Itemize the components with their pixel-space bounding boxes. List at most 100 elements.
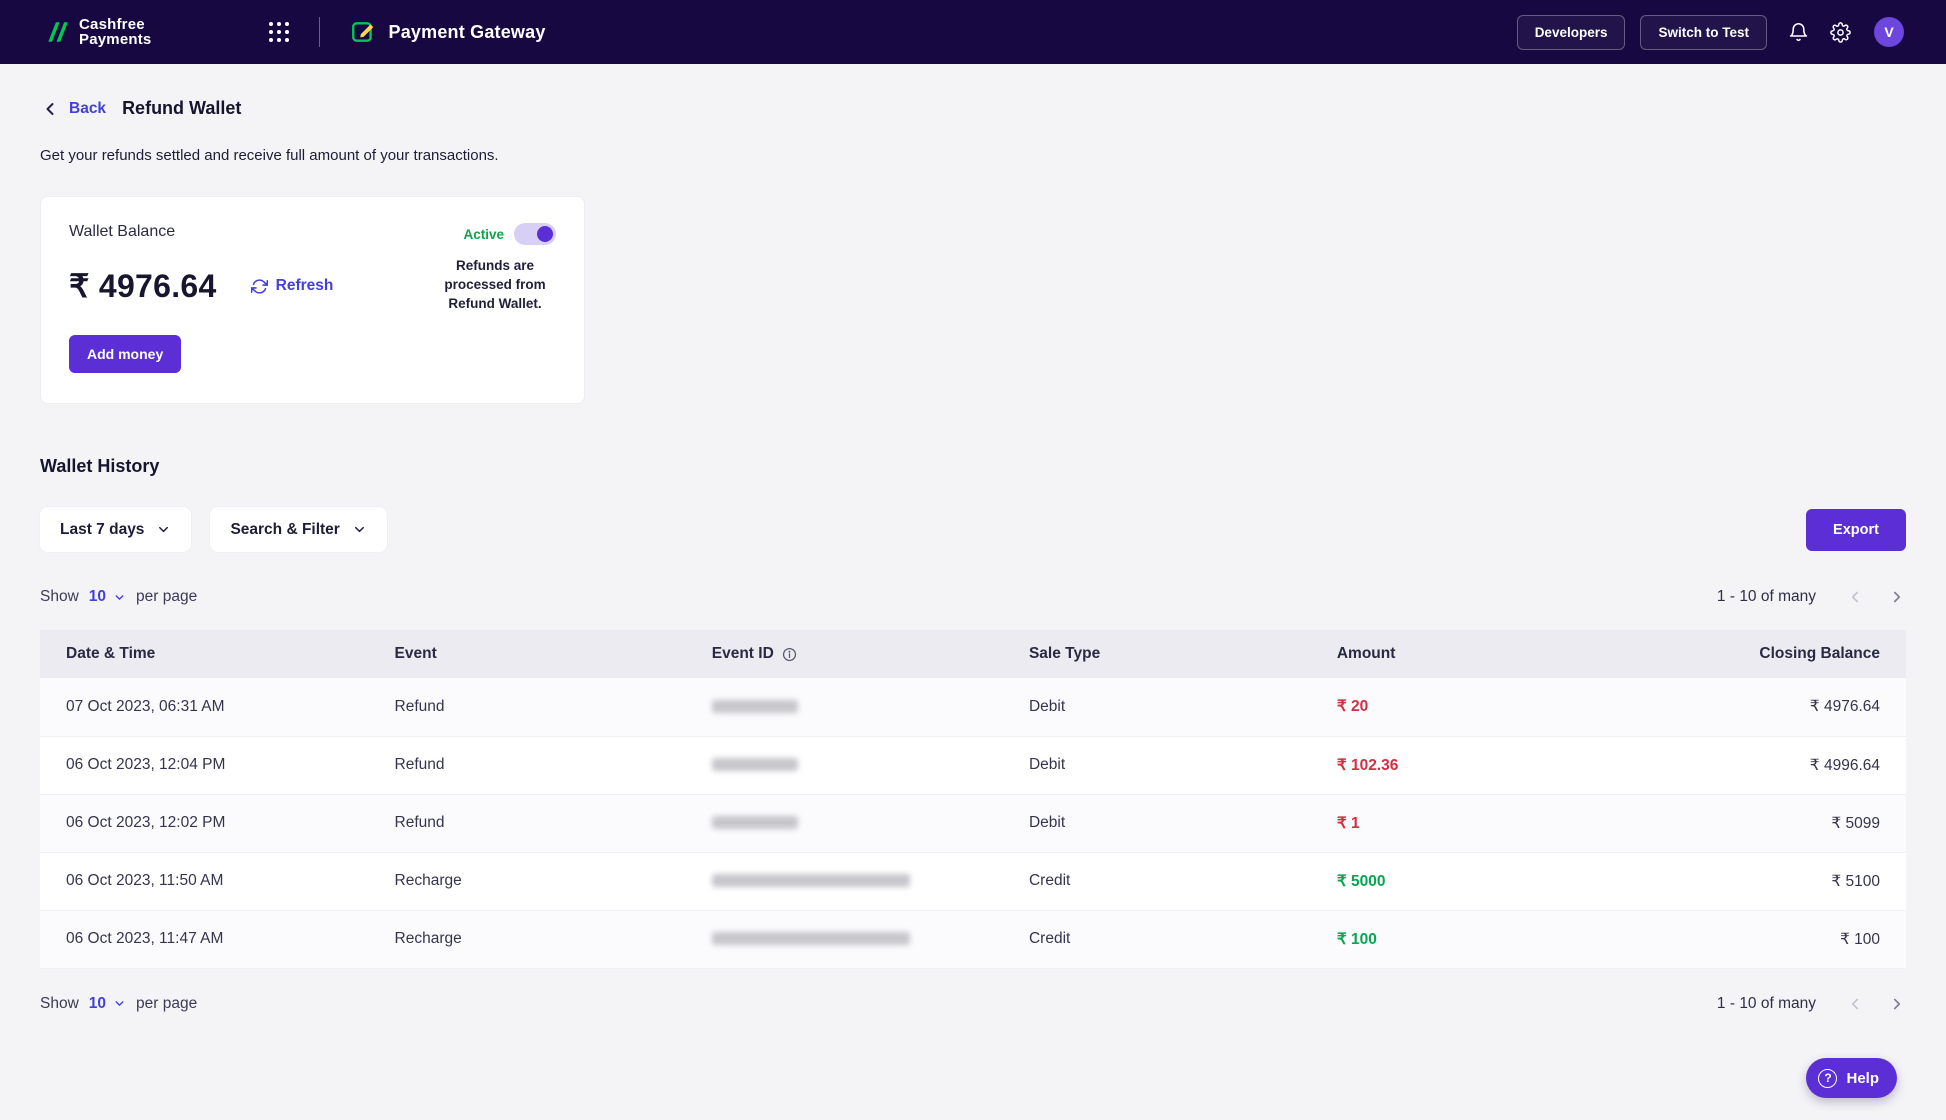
payment-gateway-icon [350, 19, 376, 45]
cell-date-time: 06 Oct 2023, 12:04 PM [40, 736, 395, 795]
prev-page-button[interactable] [1846, 588, 1864, 606]
apps-grid-icon[interactable] [269, 22, 290, 42]
top-navbar: Cashfree Payments Payment Gateway Develo… [0, 0, 1946, 64]
show-label: Show [40, 588, 79, 605]
per-page-label: per page [136, 588, 198, 605]
help-label: Help [1846, 1069, 1879, 1087]
cashfree-logo: Cashfree Payments [44, 17, 151, 47]
wallet-balance-label: Wallet Balance [69, 223, 176, 240]
refresh-icon [250, 278, 268, 295]
back-label: Back [69, 99, 107, 117]
wallet-history-title: Wallet History [40, 456, 160, 476]
col-closing-balance: Closing Balance [1644, 630, 1906, 678]
cell-sale-type: Credit [1028, 852, 1337, 911]
wallet-active-toggle[interactable] [514, 223, 556, 245]
cell-amount: ₹ 1 [1336, 794, 1645, 853]
main-content: Back Refund Wallet Get your refunds sett… [0, 98, 1946, 1013]
redacted-event-id [711, 932, 910, 946]
cell-closing-balance: ₹ 4976.64 [1644, 678, 1906, 737]
cell-date-time: 06 Oct 2023, 12:02 PM [40, 794, 395, 853]
redacted-event-id [711, 874, 910, 888]
wallet-status-badge: Active [463, 226, 504, 242]
switch-to-test-button[interactable]: Switch to Test [1640, 14, 1767, 50]
cell-closing-balance: ₹ 5100 [1644, 852, 1906, 911]
date-range-dropdown[interactable]: Last 7 days [40, 507, 192, 552]
cell-event: Recharge [394, 910, 712, 969]
developers-button[interactable]: Developers [1516, 14, 1626, 50]
wallet-balance-card: Wallet Balance ₹ 4976.64 Refresh Add mon… [40, 196, 585, 404]
chevron-down-icon [113, 997, 126, 1010]
cell-event-id [711, 736, 1029, 795]
col-event: Event [394, 630, 712, 678]
show-label: Show [40, 994, 79, 1012]
cell-event: Refund [394, 678, 712, 737]
cell-event: Recharge [394, 852, 712, 911]
chevron-down-icon [352, 522, 367, 537]
chevron-down-icon [156, 522, 171, 537]
col-date-time: Date & Time [40, 630, 395, 678]
wallet-balance-amount: ₹ 4976.64 [69, 268, 217, 304]
cell-sale-type: Debit [1028, 736, 1337, 795]
refresh-button[interactable]: Refresh [250, 277, 334, 295]
cell-event-id [711, 852, 1029, 911]
per-page-label: per page [136, 994, 198, 1012]
cell-date-time: 07 Oct 2023, 06:31 AM [40, 678, 395, 737]
product-switcher[interactable]: Payment Gateway [350, 19, 545, 45]
chevron-down-icon [113, 591, 126, 604]
wallet-history-rows: 07 Oct 2023, 06:31 AM Refund Debit ₹ 20 ₹ 49… [40, 678, 1906, 969]
search-filter-dropdown[interactable]: Search & Filter [210, 507, 387, 552]
cell-date-time: 06 Oct 2023, 11:50 AM [40, 852, 395, 911]
redacted-event-id [711, 700, 798, 714]
navbar-divider [319, 17, 321, 47]
table-row[interactable]: 06 Oct 2023, 11:47 AM Recharge Credit ₹ 100… [40, 910, 1906, 969]
back-button[interactable]: Back [40, 99, 106, 119]
breadcrumb: Back Refund Wallet [40, 98, 1906, 119]
col-amount: Amount [1336, 630, 1645, 678]
cell-amount: ₹ 20 [1336, 678, 1645, 737]
wallet-history-table: Date & Time Event Event ID Sale Type Amo… [40, 630, 1906, 969]
next-page-button[interactable] [1888, 995, 1906, 1013]
cell-event-id [711, 794, 1029, 853]
page-title: Refund Wallet [122, 98, 242, 118]
range-label: 1 - 10 of many [1716, 588, 1816, 605]
help-button[interactable]: ? Help [1806, 1058, 1897, 1098]
table-row[interactable]: 06 Oct 2023, 12:04 PM Refund Debit ₹ 102.36… [40, 736, 1906, 795]
cell-closing-balance: ₹ 5099 [1644, 794, 1906, 853]
table-row[interactable]: 06 Oct 2023, 11:50 AM Recharge Credit ₹ 500… [40, 852, 1906, 911]
cell-amount: ₹ 100 [1336, 910, 1645, 969]
back-chevron-icon [40, 99, 60, 119]
per-page-select[interactable]: 10 [89, 995, 126, 1013]
cell-event-id [711, 678, 1029, 737]
wallet-note: Refunds are processed from Refund Wallet… [444, 258, 546, 311]
cell-sale-type: Debit [1028, 678, 1337, 737]
cell-event: Refund [394, 736, 712, 795]
cell-date-time: 06 Oct 2023, 11:47 AM [40, 910, 395, 969]
brand-text: Cashfree Payments [79, 16, 152, 48]
user-avatar[interactable]: V [1874, 17, 1904, 47]
cell-event: Refund [394, 794, 712, 853]
cell-amount: ₹ 5000 [1336, 852, 1645, 911]
pagination-top: Show 10 per page 1 - 10 of many [40, 588, 1906, 606]
cell-sale-type: Debit [1028, 794, 1337, 853]
redacted-event-id [711, 758, 798, 772]
settings-gear-icon[interactable] [1830, 21, 1851, 43]
per-page-select[interactable]: 10 [89, 588, 126, 606]
info-icon[interactable] [782, 647, 797, 662]
prev-page-button[interactable] [1846, 995, 1864, 1013]
table-row[interactable]: 06 Oct 2023, 12:02 PM Refund Debit ₹ 1 ₹ 509… [40, 794, 1906, 853]
page-subtitle: Get your refunds settled and receive ful… [40, 147, 499, 164]
range-label: 1 - 10 of many [1716, 994, 1816, 1012]
next-page-button[interactable] [1888, 588, 1906, 606]
table-row[interactable]: 07 Oct 2023, 06:31 AM Refund Debit ₹ 20 ₹ 49… [40, 678, 1906, 737]
add-money-button[interactable]: Add money [69, 335, 182, 373]
export-button[interactable]: Export [1806, 508, 1906, 551]
refresh-label: Refresh [275, 277, 334, 294]
cell-sale-type: Credit [1028, 910, 1337, 969]
cashfree-logo-icon [44, 19, 70, 45]
product-name: Payment Gateway [388, 21, 546, 42]
col-event-id: Event ID [711, 630, 1029, 678]
notifications-bell-icon[interactable] [1788, 22, 1809, 43]
cell-closing-balance: ₹ 100 [1644, 910, 1906, 969]
redacted-event-id [711, 816, 798, 830]
pagination-bottom: Show 10 per page 1 - 10 of many [40, 995, 1906, 1013]
